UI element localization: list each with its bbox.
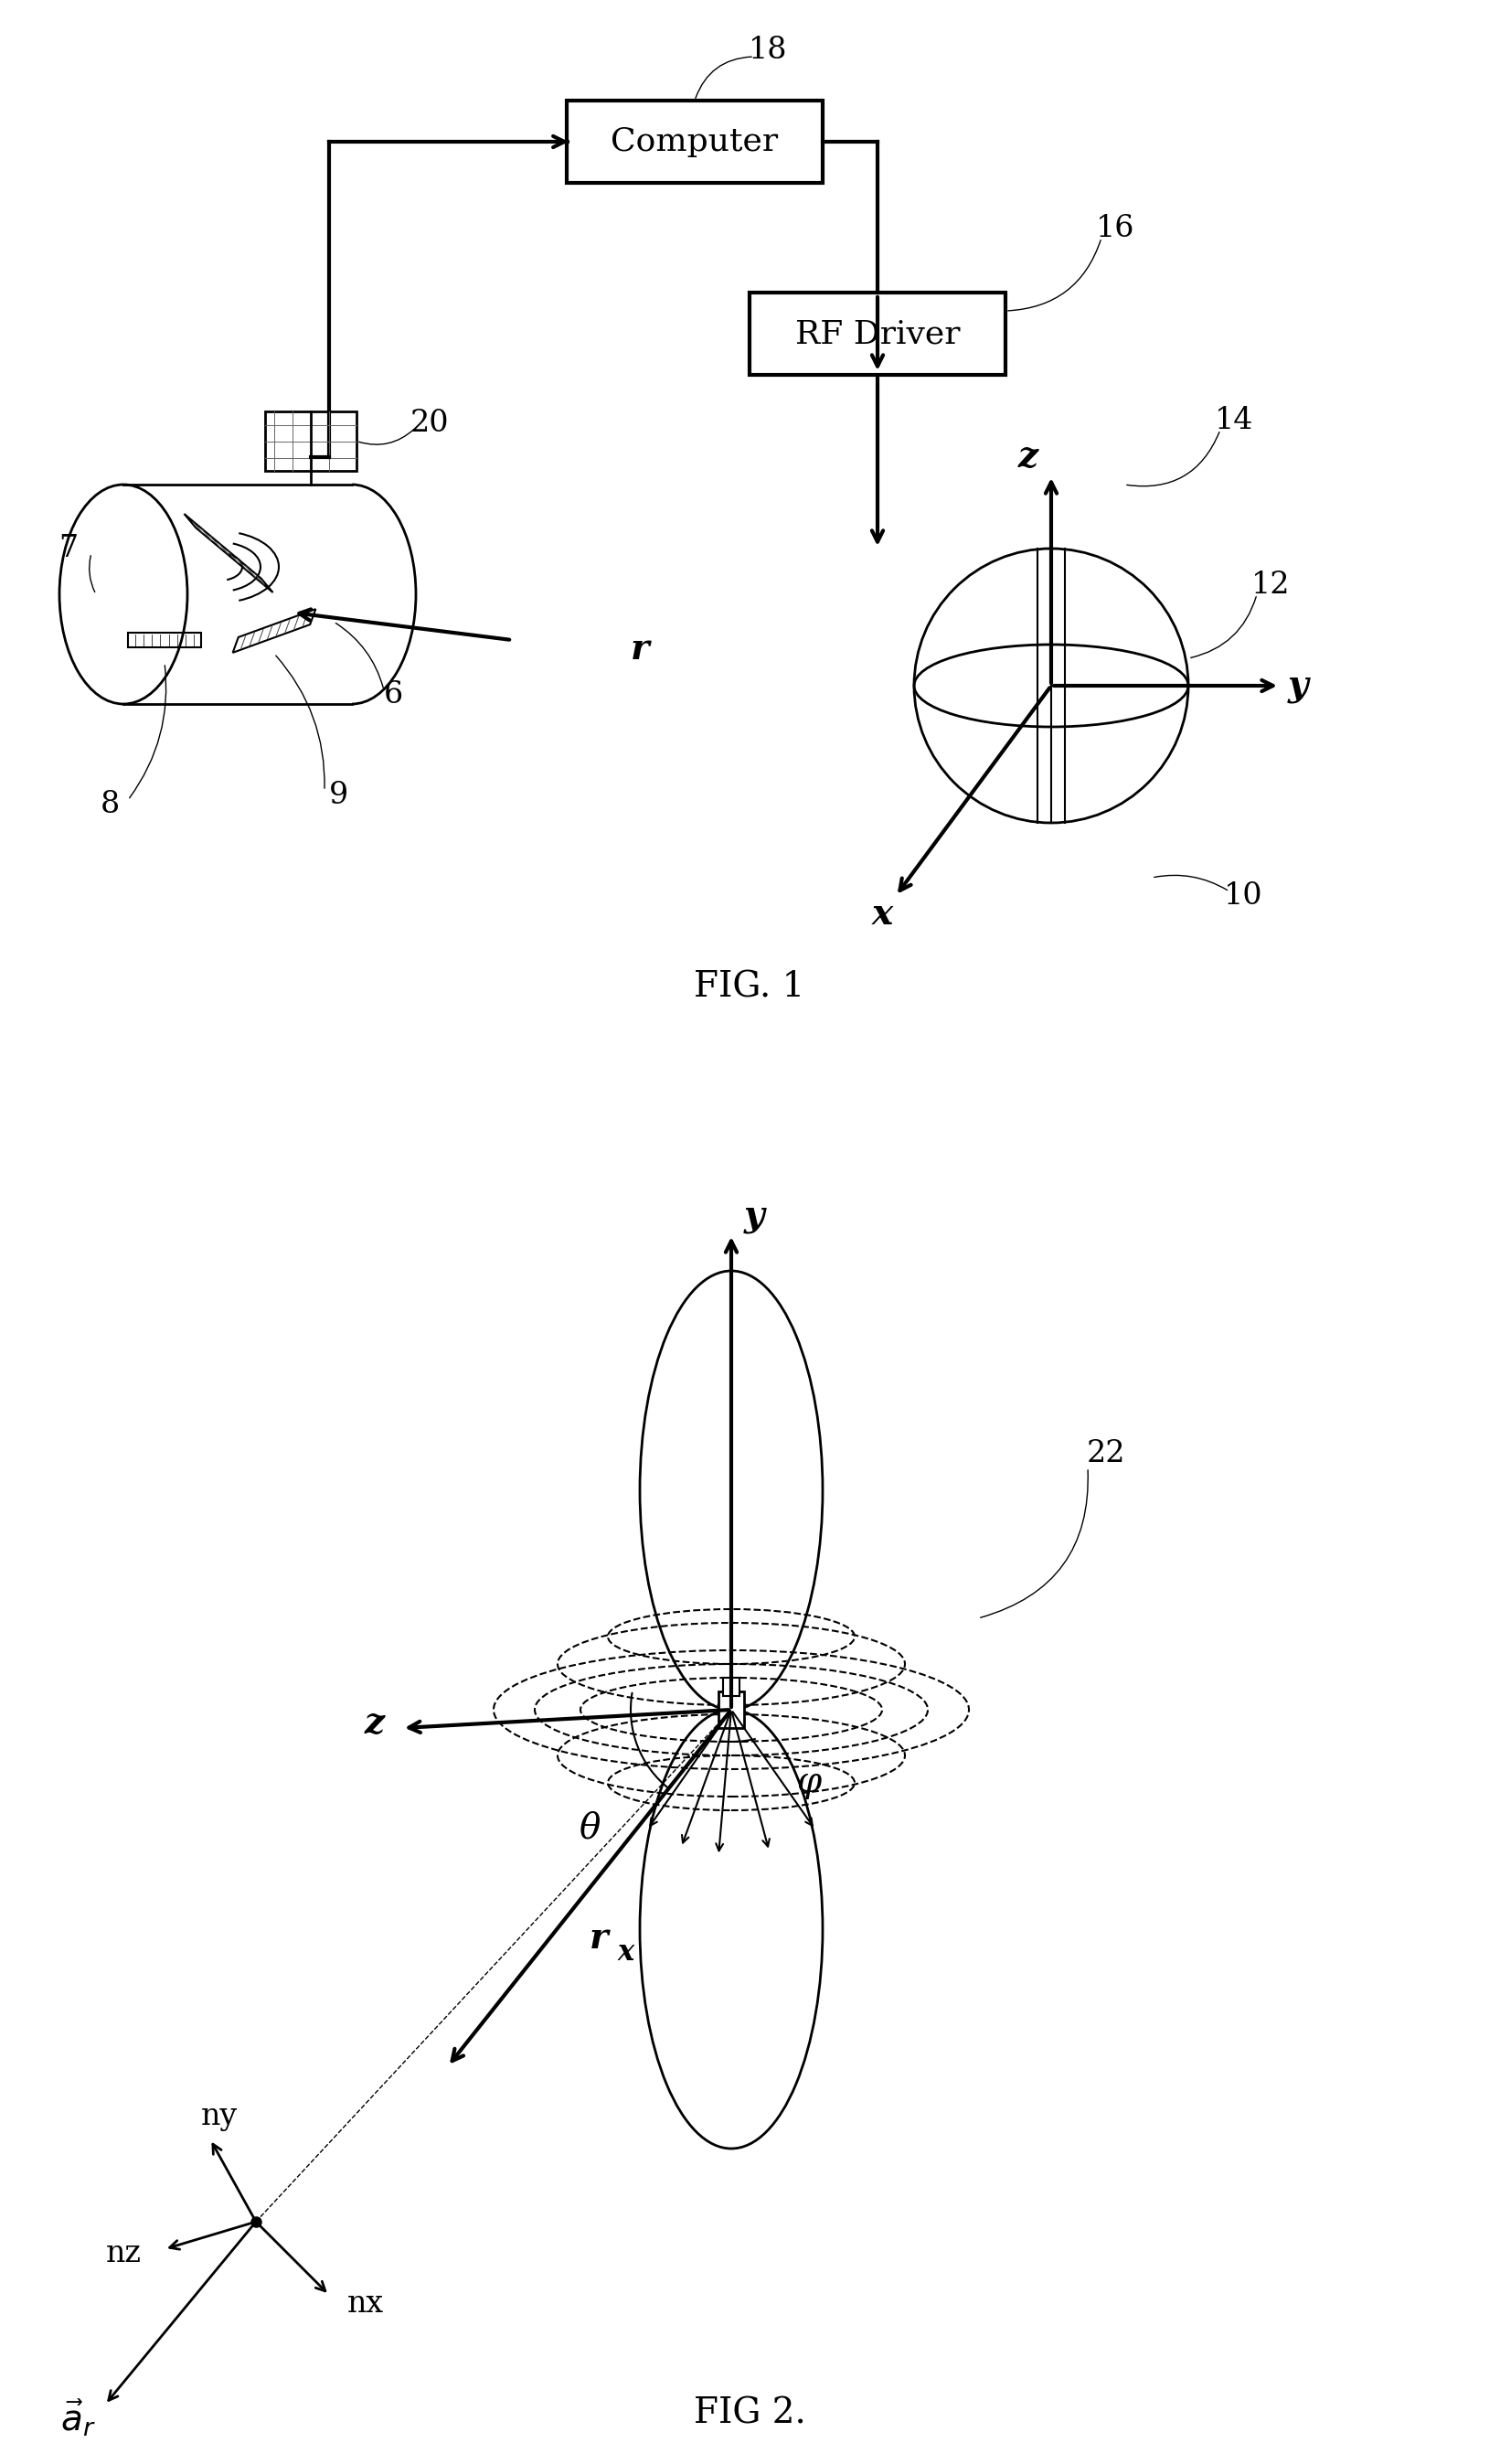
Text: r: r xyxy=(590,1922,608,1956)
Text: nz: nz xyxy=(106,2240,141,2269)
Text: 14: 14 xyxy=(1215,407,1254,436)
Text: 9: 9 xyxy=(328,781,348,811)
Text: 22: 22 xyxy=(1086,1439,1125,1469)
Text: 20: 20 xyxy=(410,409,448,439)
Text: r: r xyxy=(630,631,650,668)
Bar xyxy=(266,411,357,471)
Text: 8: 8 xyxy=(100,791,120,818)
Text: 18: 18 xyxy=(748,34,788,64)
Text: θ: θ xyxy=(579,1811,600,1846)
Text: x: x xyxy=(618,1937,634,1966)
Text: φ: φ xyxy=(797,1767,822,1799)
Bar xyxy=(750,293,1005,375)
Text: 6: 6 xyxy=(384,680,404,710)
Text: ny: ny xyxy=(201,2102,238,2131)
Text: z: z xyxy=(364,1705,386,1740)
Text: x: x xyxy=(872,897,892,931)
Text: y: y xyxy=(1287,668,1308,702)
Text: 16: 16 xyxy=(1095,214,1134,244)
Text: Computer: Computer xyxy=(610,126,778,158)
Text: $\vec{a}_r$: $\vec{a}_r$ xyxy=(60,2397,96,2439)
Text: z: z xyxy=(1018,439,1038,476)
Text: FIG 2.: FIG 2. xyxy=(693,2397,806,2430)
Text: y: y xyxy=(744,1198,765,1234)
Text: FIG. 1: FIG. 1 xyxy=(694,971,806,1005)
Text: 7: 7 xyxy=(58,535,78,564)
Bar xyxy=(723,1678,740,1695)
Text: RF Driver: RF Driver xyxy=(795,318,960,350)
Text: 10: 10 xyxy=(1224,882,1263,912)
Text: 12: 12 xyxy=(1251,572,1290,599)
Text: nx: nx xyxy=(348,2289,384,2319)
Bar xyxy=(567,101,822,182)
Bar xyxy=(718,1690,744,1727)
